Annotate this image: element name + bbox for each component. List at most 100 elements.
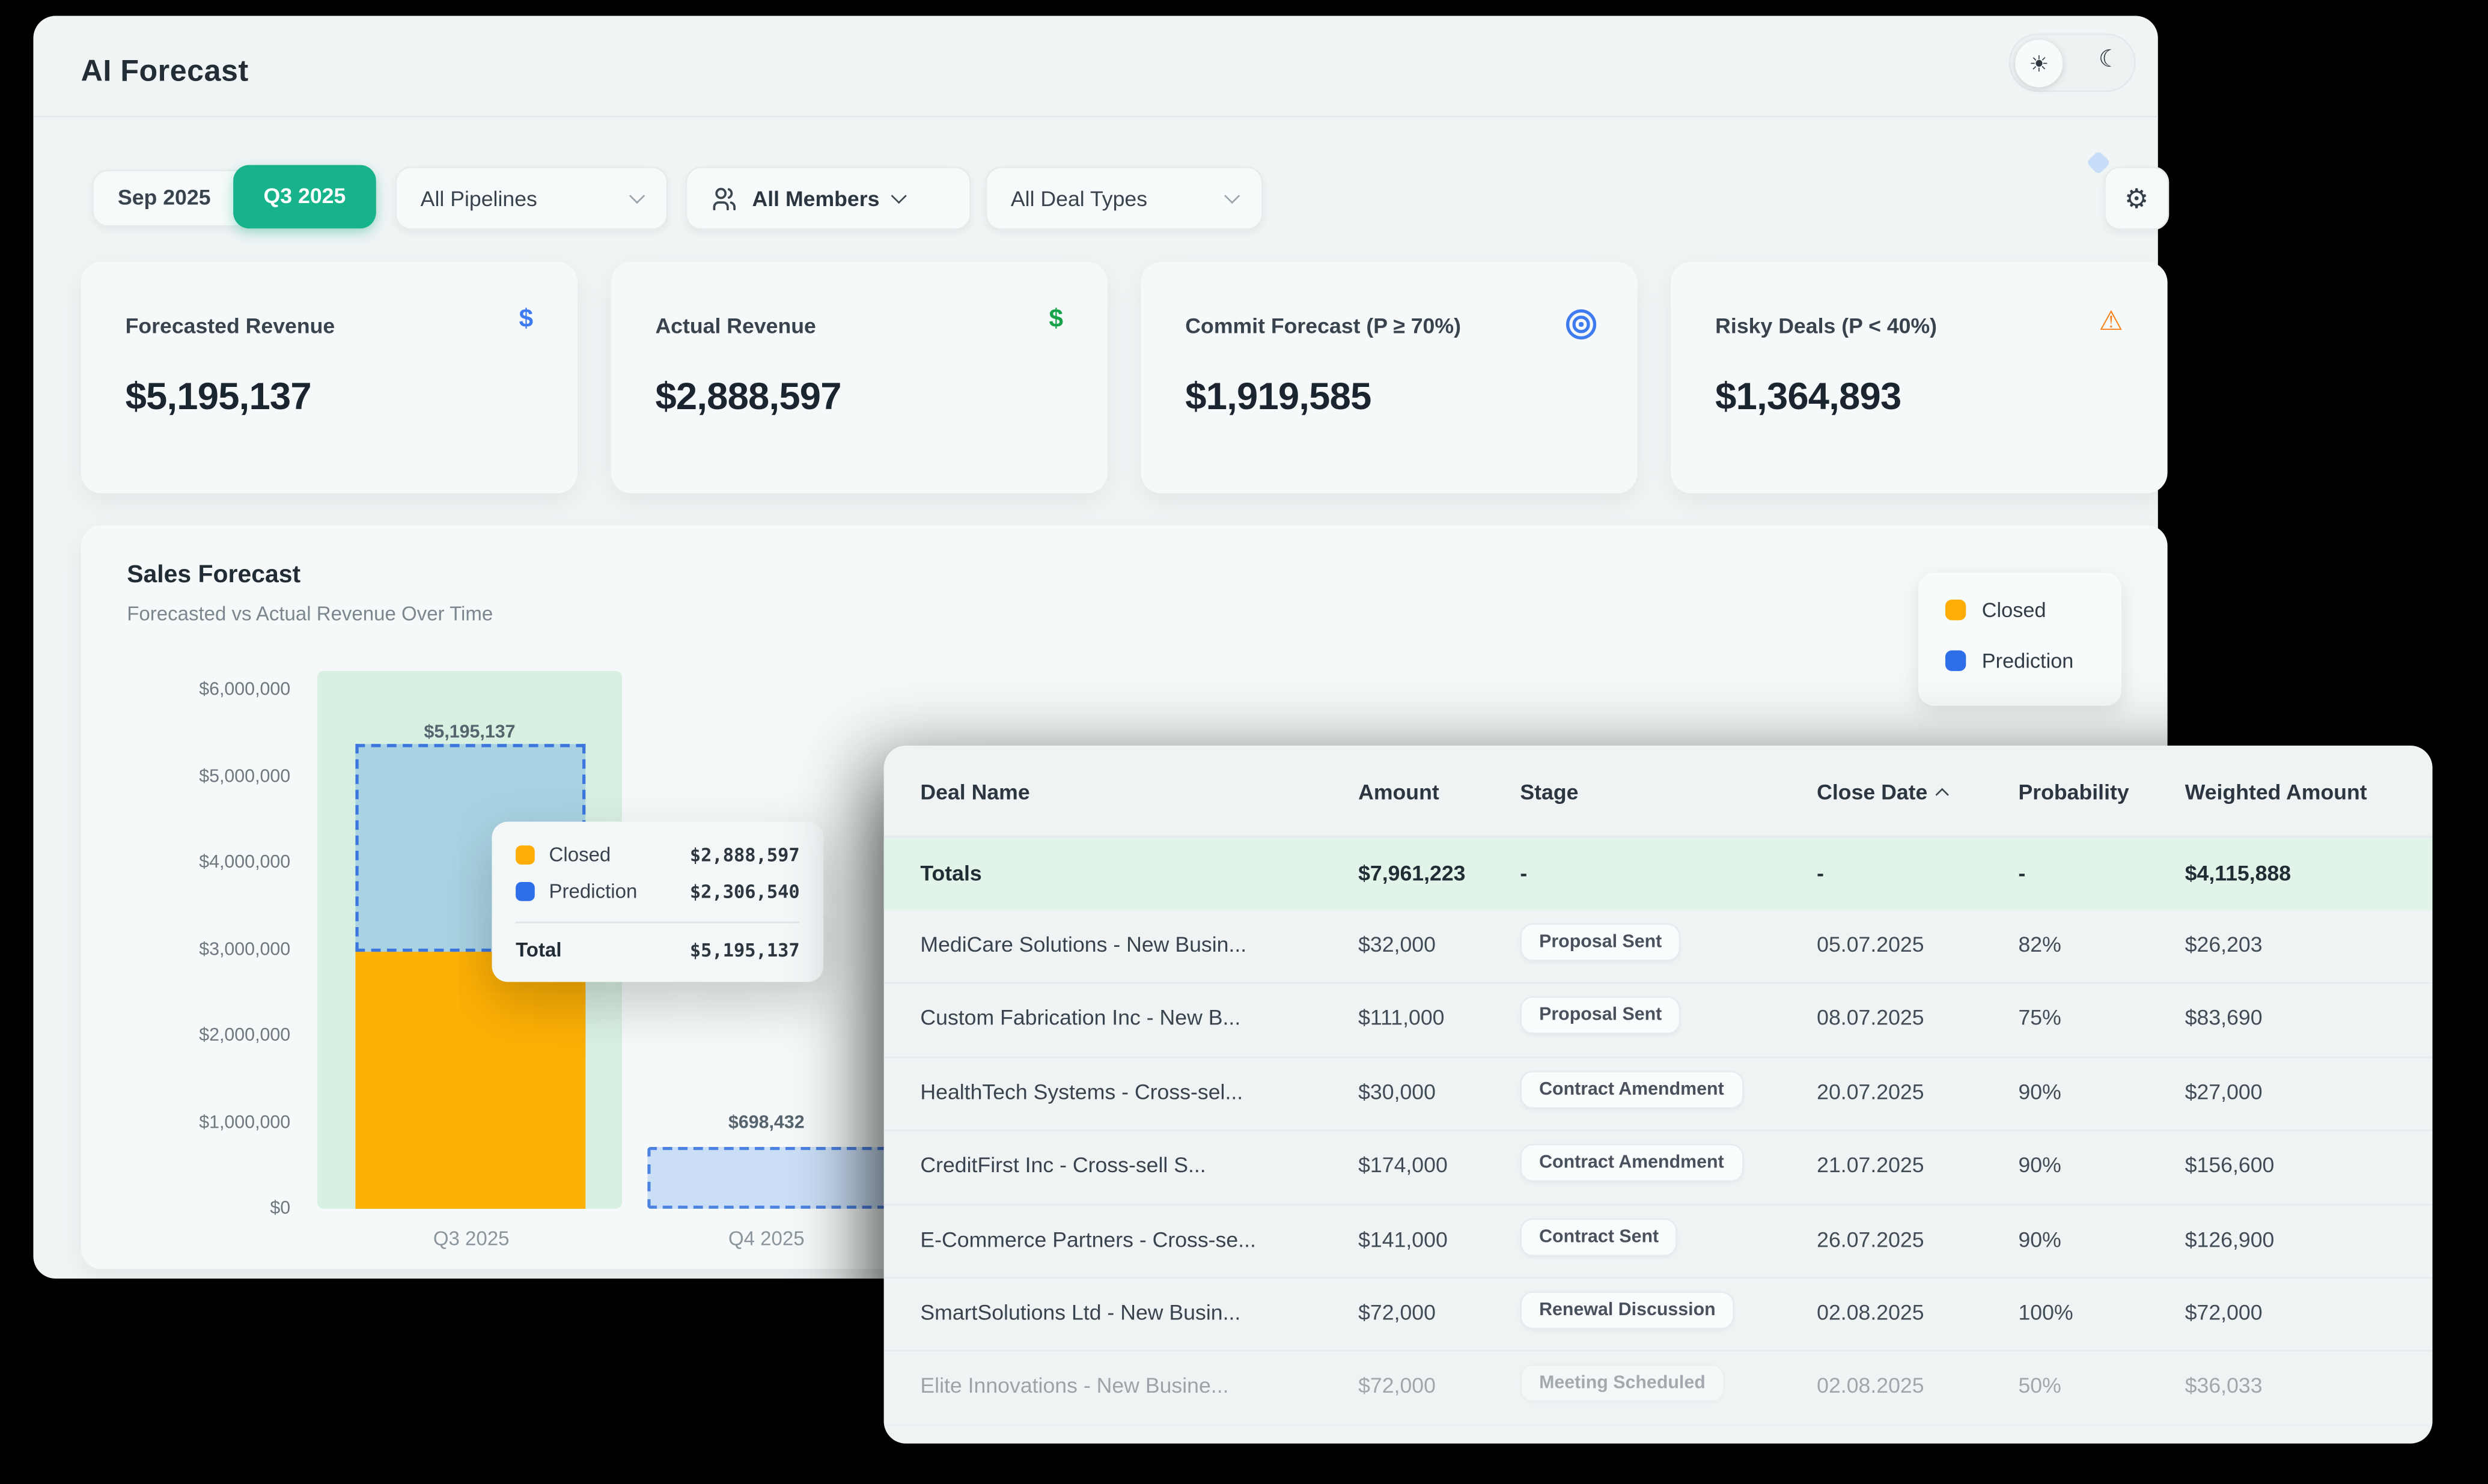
stage-badge: Meeting Scheduled — [1520, 1364, 1725, 1403]
deal-amount: $72,000 — [1358, 1374, 1436, 1399]
totals-probability: - — [2018, 861, 2026, 886]
deal-name[interactable]: SmartSolutions Ltd - New Busin... — [920, 1301, 1241, 1325]
deal-name[interactable]: E-Commerce Partners - Cross-se... — [920, 1227, 1256, 1251]
table-row[interactable]: Elite Innovations - New Busine... $72,00… — [883, 1352, 2433, 1426]
kpi-card-actual-revenue: Actual Revenue $ $2,888,597 — [611, 261, 1108, 494]
deal-close-date: 21.07.2025 — [1817, 1153, 1924, 1178]
chevron-down-icon — [891, 187, 907, 203]
kpi-value: $1,919,585 — [1185, 376, 1371, 419]
table-row[interactable]: Custom Fabrication Inc - New B... $111,0… — [883, 984, 2433, 1058]
stage-badge: Contract Sent — [1520, 1217, 1678, 1256]
legend-item-prediction[interactable]: Prediction — [1945, 648, 2074, 673]
sort-ascending-icon — [1935, 788, 1948, 801]
deal-name[interactable]: HealthTech Systems - Cross-sel... — [920, 1080, 1243, 1104]
legend-item-closed[interactable]: Closed — [1945, 598, 2046, 622]
table-row[interactable]: CreditFirst Inc - Cross-sell S... $174,0… — [883, 1131, 2433, 1205]
column-header-probability[interactable]: Probability — [2018, 780, 2129, 804]
chart-legend: Closed Prediction — [1918, 573, 2122, 706]
stage-badge: Proposal Sent — [1520, 997, 1681, 1035]
tooltip-row-prediction: Prediction $2,306,540 — [516, 880, 800, 902]
users-icon — [713, 187, 736, 210]
deal-probability: 90% — [2018, 1153, 2061, 1178]
table-row[interactable]: MediCare Solutions - New Busin... $32,00… — [883, 911, 2433, 985]
column-header-close-date[interactable]: Close Date — [1817, 780, 1948, 804]
deal-weighted-amount: $26,203 — [2185, 932, 2263, 957]
deal-amount: $72,000 — [1358, 1301, 1436, 1325]
deal-types-dropdown-value: All Deal Types — [1010, 186, 1148, 210]
kpi-value: $1,364,893 — [1715, 376, 1901, 419]
dollar-icon: $ — [1049, 306, 1064, 333]
deal-probability: 50% — [2018, 1374, 2061, 1399]
deals-table-panel: Deal Name Amount Stage Close Date Probab… — [883, 745, 2433, 1444]
bar-q3-closed[interactable] — [355, 950, 586, 1209]
gear-icon: ⚙ — [2124, 184, 2149, 214]
deal-probability: 90% — [2018, 1080, 2061, 1104]
deal-weighted-amount: $126,900 — [2185, 1227, 2275, 1251]
kpi-card-risky-deals: Risky Deals (P < 40%) ⚠ $1,364,893 — [1671, 261, 2168, 494]
pipelines-dropdown[interactable]: All Pipelines — [395, 166, 668, 230]
chart-title: Sales Forecast — [127, 561, 301, 589]
tooltip-value: $2,888,597 — [689, 844, 800, 866]
closed-swatch-icon — [516, 845, 535, 865]
legend-label: Closed — [1981, 598, 2046, 622]
y-axis-tick: $3,000,000 — [199, 940, 291, 959]
deal-name[interactable]: Elite Innovations - New Busine... — [920, 1374, 1229, 1399]
stage-badge: Contract Amendment — [1520, 1070, 1743, 1109]
chart-tooltip: Closed $2,888,597 Prediction $2,306,540 … — [492, 821, 824, 982]
quarter-tab-active[interactable]: Q3 2025 — [233, 165, 376, 229]
theme-toggle[interactable]: ☀ ☾ — [2008, 33, 2136, 93]
tooltip-row-total: Total $5,195,137 — [516, 939, 800, 961]
page-title: AI Forecast — [81, 55, 249, 89]
y-axis-tick: $4,000,000 — [199, 853, 291, 873]
deal-types-dropdown[interactable]: All Deal Types — [985, 166, 1263, 230]
totals-weighted: $4,115,888 — [2185, 861, 2291, 886]
deal-weighted-amount: $83,690 — [2185, 1006, 2263, 1030]
tooltip-label: Prediction — [549, 880, 638, 903]
deal-weighted-amount: $36,033 — [2185, 1374, 2263, 1399]
chevron-down-icon — [1224, 187, 1240, 203]
deal-close-date: 08.07.2025 — [1817, 1006, 1924, 1030]
table-row[interactable]: HealthTech Systems - Cross-sel... $30,00… — [883, 1058, 2433, 1132]
column-header-deal-name[interactable]: Deal Name — [920, 780, 1030, 804]
tooltip-value: $2,306,540 — [689, 880, 800, 903]
table-row[interactable]: SmartSolutions Ltd - New Busin... $72,00… — [883, 1279, 2433, 1352]
stage-badge: Renewal Discussion — [1520, 1291, 1735, 1330]
stage-badge: Contract Amendment — [1520, 1144, 1743, 1182]
legend-label: Prediction — [1981, 648, 2074, 673]
tooltip-total-value: $5,195,137 — [689, 939, 800, 962]
column-header-weighted-amount[interactable]: Weighted Amount — [2185, 780, 2367, 804]
deal-probability: 75% — [2018, 1006, 2061, 1030]
closed-swatch-icon — [1945, 600, 1966, 621]
deal-probability: 90% — [2018, 1227, 2061, 1251]
y-axis-tick: $2,000,000 — [199, 1026, 291, 1045]
y-axis-tick: $6,000,000 — [199, 680, 291, 700]
deal-weighted-amount: $27,000 — [2185, 1080, 2263, 1104]
members-dropdown[interactable]: All Members — [685, 166, 971, 230]
prediction-swatch-icon — [1945, 650, 1966, 671]
deal-name[interactable]: MediCare Solutions - New Busin... — [920, 932, 1247, 957]
light-mode-button[interactable]: ☀ — [2015, 38, 2063, 87]
kpi-card-forecasted-revenue: Forecasted Revenue $ $5,195,137 — [81, 261, 578, 494]
table-row[interactable]: E-Commerce Partners - Cross-se... $141,0… — [883, 1205, 2433, 1279]
app-header: AI Forecast ☀ ☾ — [33, 16, 2158, 118]
settings-button[interactable]: ⚙ — [2104, 166, 2169, 230]
totals-close-date: - — [1817, 861, 1825, 886]
totals-stage: - — [1520, 861, 1528, 886]
sparkle-decoration — [2086, 150, 2111, 175]
pipelines-dropdown-value: All Pipelines — [420, 186, 537, 210]
column-header-amount[interactable]: Amount — [1358, 780, 1439, 804]
bar-value-label-q4: $698,432 — [728, 1113, 805, 1133]
deal-close-date: 26.07.2025 — [1817, 1227, 1924, 1251]
prediction-swatch-icon — [516, 882, 535, 901]
bar-q4-prediction[interactable] — [647, 1146, 887, 1209]
members-dropdown-value: All Members — [752, 186, 880, 210]
deal-name[interactable]: CreditFirst Inc - Cross-sell S... — [920, 1153, 1206, 1178]
kpi-label: Actual Revenue — [655, 314, 816, 338]
deal-name[interactable]: Custom Fabrication Inc - New B... — [920, 1006, 1241, 1030]
column-header-stage[interactable]: Stage — [1520, 780, 1579, 804]
deal-close-date: 05.07.2025 — [1817, 932, 1924, 957]
month-tab[interactable]: Sep 2025 — [117, 185, 211, 210]
bar-value-label-q3: $5,195,137 — [424, 723, 516, 743]
dark-mode-button[interactable]: ☾ — [2099, 44, 2120, 73]
